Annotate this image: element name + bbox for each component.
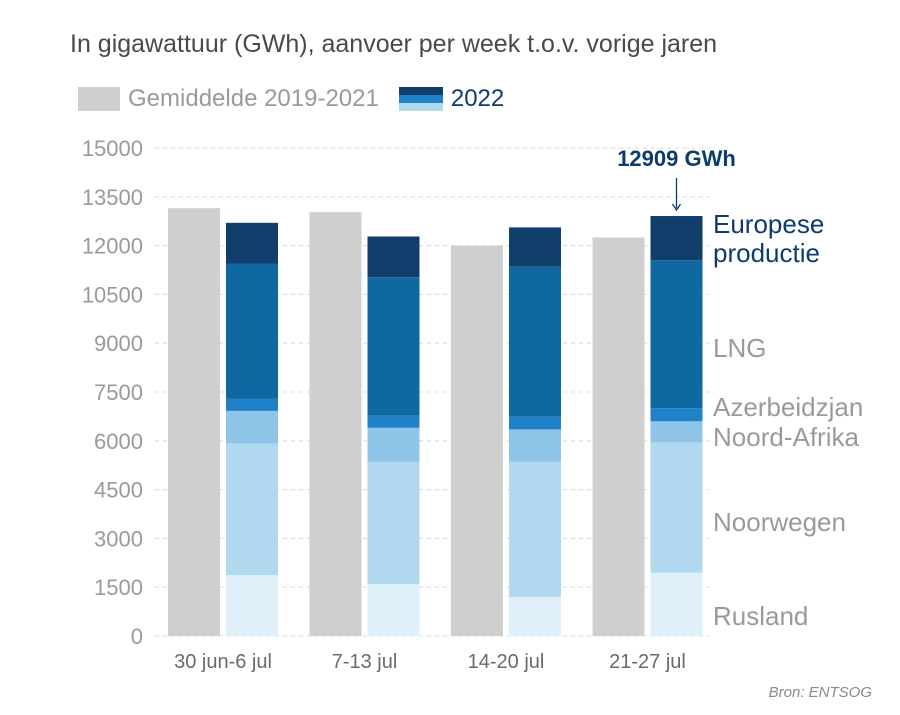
bar-segment (509, 227, 561, 267)
average-bar (451, 245, 503, 636)
legend-average-label: Gemiddelde 2019-2021 (128, 85, 379, 112)
bar-segment (650, 442, 703, 573)
bar-segment (226, 443, 278, 576)
bar-segment (367, 277, 420, 416)
legend-average-swatch (78, 87, 120, 111)
bar-segment (509, 429, 561, 462)
legend-2022-swatch (398, 87, 443, 111)
bar-segment (650, 260, 703, 409)
y-tick-label: 4500 (94, 478, 143, 503)
bar-segment (509, 266, 561, 417)
bar-segment (226, 575, 278, 636)
total-annotation: 12909 GWh (617, 146, 736, 171)
series-label: Azerbeidzjan (713, 392, 863, 422)
legend-2022-label: 2022 (450, 85, 505, 112)
annotation-arrowhead (671, 203, 682, 212)
series-label: Europese (713, 209, 824, 239)
x-category-label: 14-20 jul (468, 651, 545, 673)
bar-segment (509, 416, 561, 430)
series-label: productie (713, 238, 820, 268)
y-tick-label: 6000 (94, 429, 143, 454)
bar-segment (367, 427, 420, 462)
average-bar (309, 212, 362, 636)
bar-segment (226, 222, 278, 264)
y-tick-label: 7500 (94, 380, 143, 405)
bar-segment (226, 398, 278, 411)
y-tick-label: 9000 (94, 331, 143, 356)
bar-segment (509, 596, 561, 636)
bar-segment (367, 583, 420, 636)
series-label: Noord-Afrika (713, 422, 859, 452)
y-tick-label: 0 (131, 624, 143, 649)
series-label: LNG (713, 333, 766, 363)
y-tick-label: 12000 (82, 234, 143, 259)
bar-segment (226, 263, 278, 399)
x-category-label: 7-13 jul (332, 651, 398, 673)
y-tick-label: 15000 (82, 136, 143, 161)
average-bar (592, 237, 645, 636)
y-tick-label: 1500 (94, 575, 143, 600)
x-category-label: 30 jun-6 jul (174, 651, 272, 673)
bar-segment (367, 415, 420, 428)
average-bar (168, 208, 220, 637)
bar-segment (226, 410, 278, 444)
bar-segment (650, 216, 703, 261)
bar-segment (650, 408, 703, 422)
source-note: Bron: ENTSOG (768, 684, 872, 701)
bar-segment (650, 421, 703, 443)
bar-segment (367, 236, 420, 278)
y-tick-label: 3000 (94, 526, 143, 551)
legend: Gemiddelde 2019-2021 2022 (78, 84, 504, 114)
y-tick-label: 13500 (82, 185, 143, 210)
bar-segment (509, 461, 561, 597)
series-label: Noorwegen (713, 507, 846, 537)
y-tick-label: 10500 (82, 282, 143, 307)
x-category-label: 21-27 jul (609, 651, 686, 673)
bar-segment (367, 461, 420, 584)
series-label: Rusland (713, 601, 808, 631)
chart-title: In gigawattuur (GWh), aanvoer per week t… (70, 30, 718, 58)
bar-segment (650, 572, 703, 636)
